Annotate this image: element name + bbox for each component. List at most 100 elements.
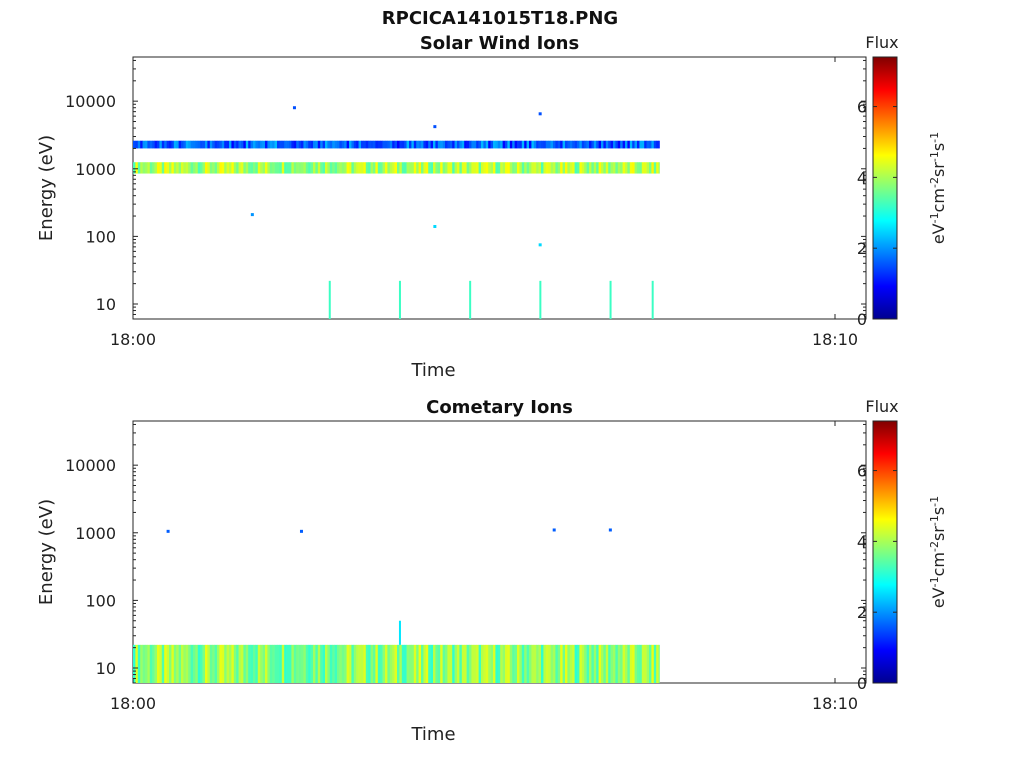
flux-cell (641, 140, 645, 149)
flux-cell (241, 644, 244, 683)
y-tick-label: 100 (85, 227, 116, 246)
colorbar-tick-label: 2 (857, 239, 867, 258)
flux-cell (485, 644, 489, 683)
flux-cell (236, 644, 239, 683)
flux-cell (550, 644, 554, 683)
flux-cell (279, 140, 283, 149)
flux-spike (539, 280, 542, 319)
flux-cell (653, 140, 657, 149)
flux-cell (289, 644, 292, 683)
data-layer (133, 106, 660, 319)
flux-cell (188, 644, 191, 683)
flux-cell (133, 140, 136, 149)
flux-cell (329, 140, 333, 149)
colorbar-tick-label: 4 (857, 168, 867, 187)
flux-cell (464, 644, 467, 683)
y-tick-label: 1000 (75, 524, 116, 543)
flux-cell (598, 644, 602, 683)
flux-cell (315, 162, 319, 174)
flux-cell (380, 644, 383, 683)
flux-cell (243, 140, 247, 149)
flux-cell (411, 162, 415, 174)
flux-cell (289, 140, 292, 149)
flux-cell (293, 162, 297, 174)
flux-cell (238, 644, 242, 683)
flux-spike (469, 280, 472, 319)
flux-cell (543, 140, 547, 149)
flux-cell (574, 140, 578, 149)
flux-cell (382, 140, 386, 149)
flux-cell (644, 644, 647, 683)
flux-cell (253, 644, 256, 683)
flux-cell (238, 162, 242, 174)
flux-cell (195, 162, 199, 174)
flux-cell (291, 140, 295, 149)
flux-cell (617, 140, 621, 149)
flux-spike (609, 280, 612, 319)
flux-cell (209, 162, 213, 174)
flux-cell (593, 140, 597, 149)
flux-cell (440, 140, 443, 149)
flux-cell (161, 140, 165, 149)
flux-cell (269, 140, 273, 149)
flux-cell (310, 644, 314, 683)
flux-cell (356, 644, 359, 683)
flux-cell (581, 162, 585, 174)
flux-cell (365, 644, 369, 683)
flux-cell (197, 162, 201, 174)
flux-cell (603, 162, 607, 174)
flux-cell (293, 644, 297, 683)
colorbar-tick-label: 0 (857, 310, 867, 329)
flux-cell (608, 162, 611, 174)
flux-cell (173, 644, 177, 683)
flux-cell (140, 162, 143, 174)
flux-cell (586, 644, 590, 683)
flux-cell (262, 162, 266, 174)
y-tick-label: 10 (96, 295, 116, 314)
flux-cell (370, 140, 374, 149)
flux-cell (442, 644, 446, 683)
flux-cell (346, 162, 350, 174)
flux-cell (437, 140, 441, 149)
flux-cell (548, 644, 551, 683)
flux-cell (305, 644, 309, 683)
flux-cell (579, 140, 583, 149)
flux-cell (277, 162, 280, 174)
flux-cell (613, 140, 616, 149)
flux-cell (449, 140, 453, 149)
y-axis-label: Energy (eV) (36, 135, 57, 241)
flux-cell (430, 140, 434, 149)
flux-cell (178, 644, 182, 683)
flux-cell (603, 140, 607, 149)
colorbar (872, 56, 898, 320)
flux-cell (399, 140, 403, 149)
flux-cell (517, 162, 520, 174)
flux-cell (241, 140, 244, 149)
flux-cell (205, 162, 208, 174)
flux-cell (284, 140, 287, 149)
flux-cell (387, 162, 391, 174)
flux-cell (565, 162, 568, 174)
flux-cell (284, 644, 287, 683)
flux-cell (627, 644, 631, 683)
flux-cell (425, 644, 429, 683)
flux-cell (589, 162, 592, 174)
flux-cell (334, 162, 338, 174)
flux-cell (610, 140, 614, 149)
flux-cell (349, 140, 352, 149)
flux-cell (473, 162, 477, 174)
flux-cell (317, 140, 321, 149)
flux-cell (461, 162, 465, 174)
flux-cell (365, 140, 369, 149)
flux-cell (421, 140, 424, 149)
flux-cell (363, 644, 367, 683)
flux-cell (502, 140, 506, 149)
flux-cell (164, 140, 167, 149)
flux-cell (649, 162, 652, 174)
flux-cell (341, 162, 345, 174)
flux-cell (145, 644, 148, 683)
flux-cell (284, 162, 287, 174)
flux-cell (257, 644, 261, 683)
flux-cell (423, 162, 427, 174)
flux-cell (651, 162, 655, 174)
